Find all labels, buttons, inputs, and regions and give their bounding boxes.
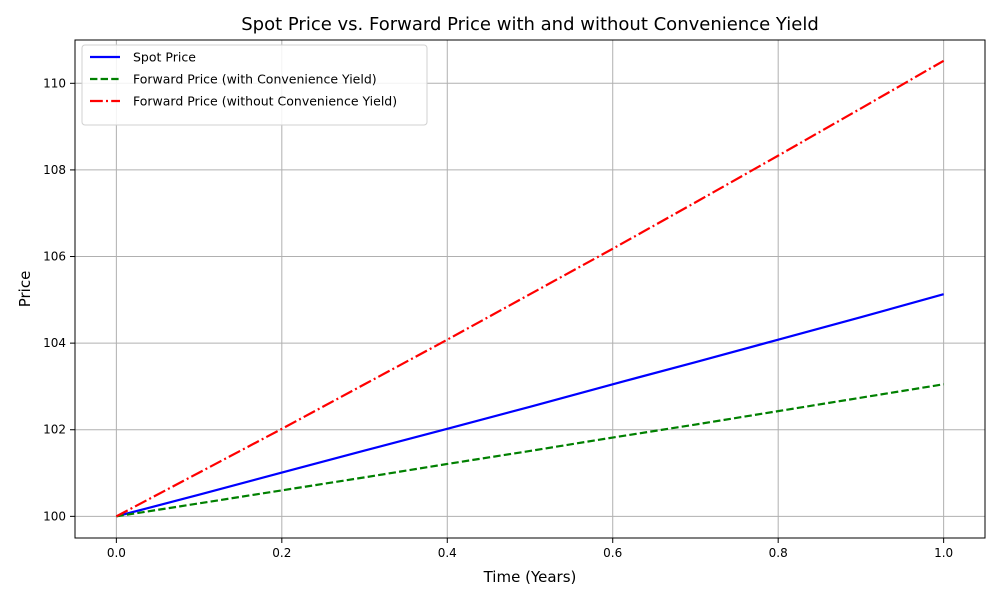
plot-area-frame [74,39,986,539]
x-axis-label: Time (Years) [483,568,577,586]
y-tick-label: 108 [43,163,66,177]
chart-title: Spot Price vs. Forward Price with and wi… [241,14,819,35]
y-tick-label: 100 [43,509,66,523]
series-line-3 [115,59,945,518]
legend-label: Forward Price (without Convenience Yield… [133,94,397,109]
x-tick-label: 0.8 [769,546,788,560]
y-tick-label: 104 [43,336,66,350]
legend-box [81,44,428,126]
x-tick-label: 0.2 [272,546,291,560]
x-tick-label: 0.4 [438,546,457,560]
y-tick-label: 106 [43,250,66,264]
y-axis-ticks: 100 102 104 106 108 110 [43,76,75,523]
series-line-1 [116,293,944,518]
legend: Spot Price Forward Price (with Convenienc… [81,44,428,126]
y-axis-label: Price [16,271,34,308]
legend-label: Forward Price (with Convenience Yield) [133,72,377,87]
x-tick-label: 1.0 [934,546,953,560]
y-tick-label: 102 [43,423,66,437]
x-axis-ticks: 0.0 0.2 0.4 0.6 0.8 1.0 [107,538,953,560]
y-tick-label: 110 [43,76,66,90]
legend-label: Spot Price [133,50,196,65]
x-tick-label: 0.6 [603,546,622,560]
x-tick-label: 0.0 [107,546,126,560]
series-line-2 [116,383,944,518]
series-lines [115,59,945,518]
